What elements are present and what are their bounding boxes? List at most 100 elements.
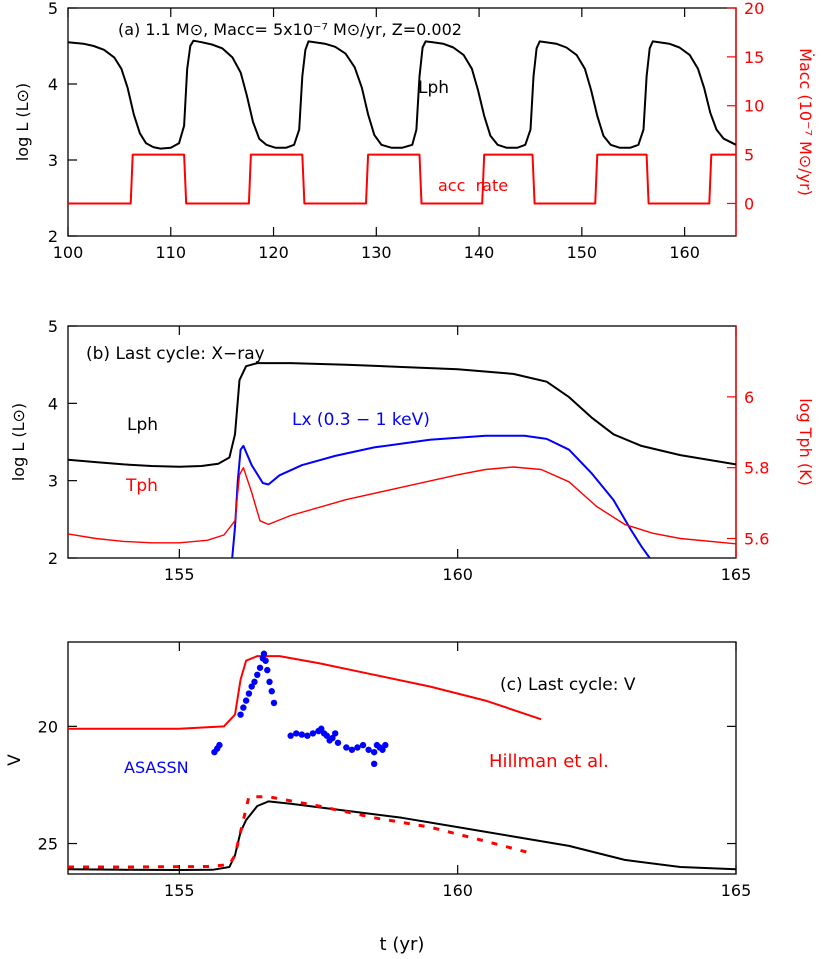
asassn-point xyxy=(264,666,271,674)
panel-a: (a) 1.1 M⊙, Macc= 5x10⁻⁷ M⊙/yr, Z=0.002 … xyxy=(13,0,815,262)
series-line xyxy=(231,434,651,558)
asassn-point xyxy=(248,683,255,690)
y-right-tick-label: 6 xyxy=(744,388,754,407)
x-tick-label: 130 xyxy=(361,243,392,262)
y-tick-label: 2 xyxy=(48,549,58,568)
panel-c-ticks: 155 160 165 20 25 xyxy=(38,642,752,900)
asassn-point xyxy=(323,732,331,739)
asassn-point xyxy=(379,746,386,753)
asassn-point xyxy=(268,688,275,695)
asassn-point xyxy=(309,730,317,737)
panel-c-series xyxy=(68,650,736,871)
y-tick-label: 4 xyxy=(48,394,58,413)
asassn-point xyxy=(298,731,305,738)
asassn-point xyxy=(293,730,300,737)
panel-c-ylabel: V xyxy=(5,754,25,766)
y-right-tick-label: 10 xyxy=(744,97,764,116)
annotation-hillman: Hillman et al. xyxy=(489,751,609,772)
asassn-point xyxy=(242,697,250,704)
annotation-acc-rate: acc rate xyxy=(438,176,508,195)
asassn-point xyxy=(251,678,258,686)
asassn-point xyxy=(266,678,273,686)
asassn-point xyxy=(365,746,372,753)
annotation-lph-b: Lph xyxy=(127,415,158,435)
panel-c-title: (c) Last cycle: V xyxy=(500,675,636,695)
asassn-point xyxy=(262,657,269,664)
asassn-point xyxy=(216,741,223,749)
asassn-point xyxy=(254,671,261,679)
x-tick-label: 160 xyxy=(442,881,473,900)
series-line xyxy=(68,39,736,150)
series-line xyxy=(68,362,736,468)
panel-a-series xyxy=(68,39,736,205)
panel-b-title: (b) Last cycle: X−ray xyxy=(86,344,265,364)
asassn-point xyxy=(354,744,361,751)
panel-c: (c) Last cycle: V 155 160 165 20 25 V ASASSN… xyxy=(5,641,752,955)
y-tick-label: 3 xyxy=(48,472,58,491)
asassn-point xyxy=(237,711,244,718)
panel-a-ticks: 100 110 120 130 140 150 160 2 3 4 5 0 5 10 15 20 xyxy=(48,0,765,262)
x-tick-label: 155 xyxy=(164,881,195,900)
x-tick-label: 150 xyxy=(567,243,598,262)
x-tick-label: 160 xyxy=(442,565,473,584)
y-tick-label: 5 xyxy=(48,317,58,336)
series-line xyxy=(68,655,542,730)
y-right-tick-label: 5 xyxy=(744,146,754,165)
asassn-point xyxy=(260,650,268,657)
asassn-point xyxy=(304,732,311,739)
panel-a-ylabel-right: Ṁacc (10⁻⁷ M⊙/yr) xyxy=(796,48,815,196)
panel-b-ylabel-right: log Tph (K) xyxy=(796,398,815,486)
asassn-point xyxy=(348,746,356,753)
x-tick-label: 155 xyxy=(164,565,195,584)
asassn-point xyxy=(287,732,294,739)
y-right-tick-label: 15 xyxy=(744,48,764,67)
x-tick-label: 120 xyxy=(258,243,289,262)
y-tick-label: 20 xyxy=(38,717,58,736)
annotation-asassn: ASASSN xyxy=(124,758,189,777)
asassn-point xyxy=(256,664,264,671)
panel-a-ylabel: log L (L⊙) xyxy=(13,83,32,161)
y-tick-label: 25 xyxy=(38,835,58,854)
y-right-tick-label: 5.8 xyxy=(744,459,769,478)
y-right-tick-label: 20 xyxy=(744,0,764,18)
x-tick-label: 165 xyxy=(721,565,752,584)
asassn-point xyxy=(318,725,325,732)
asassn-point xyxy=(370,760,378,768)
asassn-point xyxy=(240,704,247,711)
asassn-point xyxy=(359,741,367,749)
series-line xyxy=(68,800,736,871)
y-tick-label: 3 xyxy=(48,151,58,170)
asassn-point xyxy=(245,690,253,697)
asassn-point xyxy=(370,748,378,756)
x-axis-label: t (yr) xyxy=(380,934,425,955)
y-right-tick-label: 0 xyxy=(744,194,754,213)
annotation-lph-a: Lph xyxy=(418,78,449,98)
y-tick-label: 2 xyxy=(48,227,58,246)
asassn-point xyxy=(329,734,336,742)
x-tick-label: 100 xyxy=(53,243,84,262)
annotation-tph: Tph xyxy=(125,476,158,496)
asassn-point xyxy=(332,730,339,737)
asassn-point xyxy=(343,744,350,751)
series-line xyxy=(68,466,736,545)
asassn-point xyxy=(334,739,342,746)
x-tick-label: 140 xyxy=(464,243,495,262)
y-tick-label: 5 xyxy=(48,0,58,18)
x-tick-label: 160 xyxy=(669,243,700,262)
y-right-tick-label: 5.6 xyxy=(744,530,769,549)
x-tick-label: 165 xyxy=(721,881,752,900)
annotation-lx: Lx (0.3 − 1 keV) xyxy=(292,410,430,430)
panel-b: (b) Last cycle: X−ray 155 160 165 2 3 4 5 5.6 5.… xyxy=(9,317,815,584)
asassn-point xyxy=(382,741,389,749)
panel-c-frame xyxy=(67,641,737,875)
series-line xyxy=(68,153,736,205)
series-line xyxy=(68,795,531,869)
panel-b-ticks: 155 160 165 2 3 4 5 5.6 5.8 6 xyxy=(48,317,770,584)
y-tick-label: 4 xyxy=(48,75,58,94)
panel-a-title: (a) 1.1 M⊙, Macc= 5x10⁻⁷ M⊙/yr, Z=0.002 xyxy=(118,20,462,39)
x-tick-label: 110 xyxy=(155,243,186,262)
panel-b-ylabel: log L (L⊙) xyxy=(9,403,28,481)
panel-a-frame xyxy=(67,7,737,237)
panel-b-series xyxy=(68,362,736,558)
